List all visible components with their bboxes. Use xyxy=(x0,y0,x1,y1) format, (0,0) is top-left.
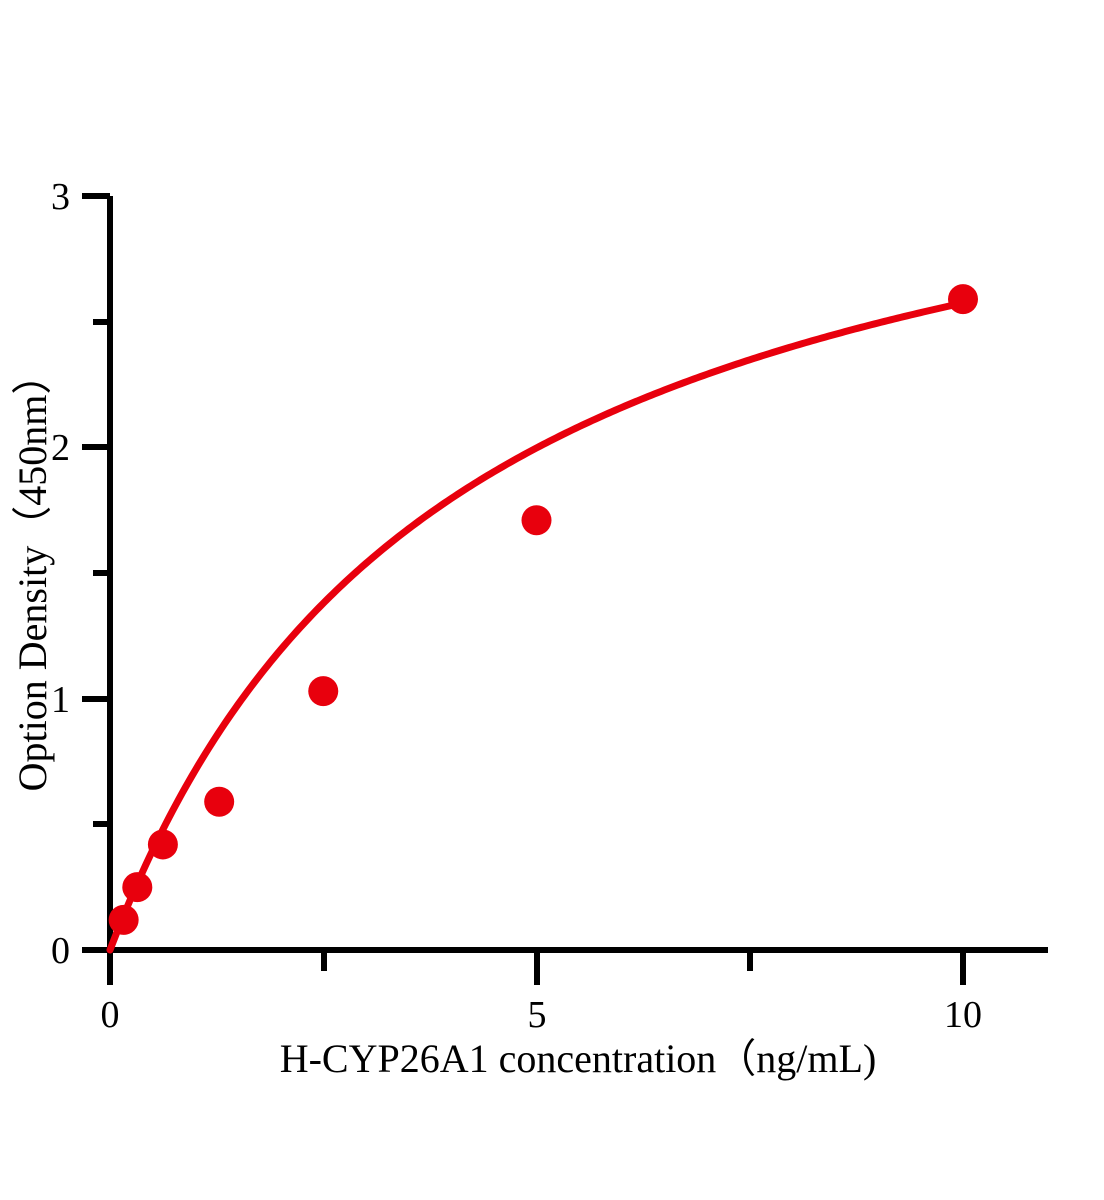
y-axis-title: Option Density（450nm） xyxy=(10,355,55,792)
data-point-marker xyxy=(948,284,978,315)
data-point-markers xyxy=(108,284,978,935)
data-point-marker xyxy=(108,904,139,935)
y-tick-label-3: 3 xyxy=(51,176,70,218)
x-axis-tick-labels: 0 5 10 xyxy=(101,994,983,1036)
y-tick-label-1: 1 xyxy=(51,679,70,721)
data-series-layer xyxy=(106,284,978,954)
y-tick-label-0: 0 xyxy=(51,930,70,972)
y-axis-ticks xyxy=(82,193,110,953)
standard-curve-line xyxy=(106,299,967,954)
y-axis-tick-labels: 3 2 1 0 xyxy=(51,176,70,972)
data-point-marker xyxy=(204,786,235,817)
data-point-marker xyxy=(122,872,153,903)
x-axis-title: H-CYP26A1 concentration（ng/mL) xyxy=(280,1036,877,1081)
x-tick-label-0: 0 xyxy=(101,994,120,1036)
data-point-marker xyxy=(147,829,178,860)
data-point-marker xyxy=(308,676,339,707)
x-tick-label-5: 5 xyxy=(528,994,547,1036)
y-tick-label-2: 2 xyxy=(51,427,70,469)
x-axis-ticks xyxy=(107,950,966,985)
x-tick-label-10: 10 xyxy=(944,994,982,1036)
data-point-marker xyxy=(521,505,552,536)
